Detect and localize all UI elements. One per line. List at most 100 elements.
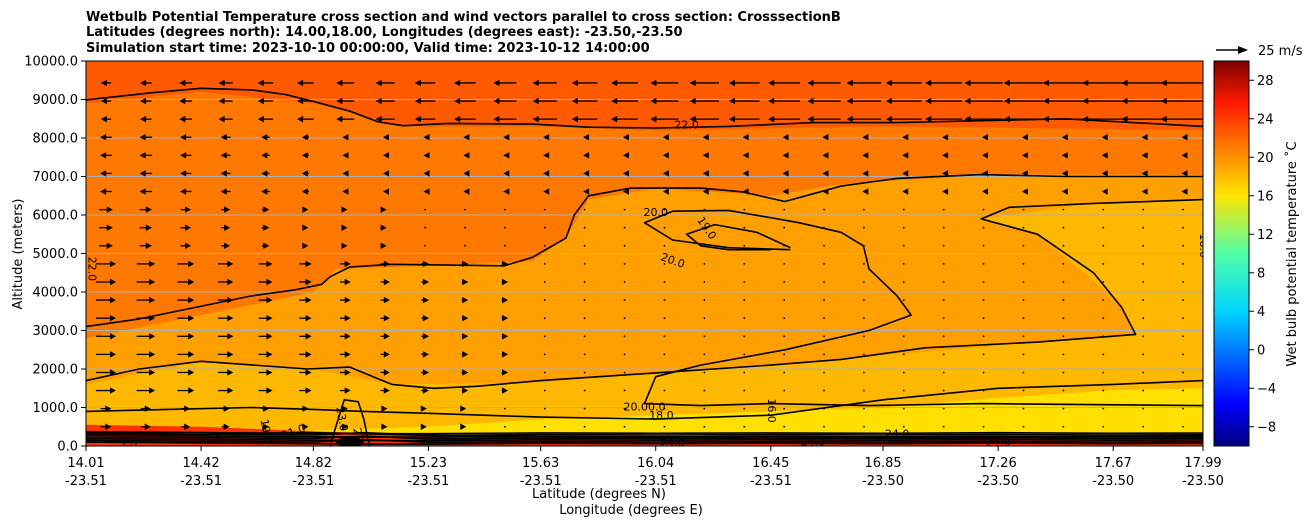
wind-vector-head [266, 278, 273, 286]
wind-vector [623, 208, 626, 211]
wind-vector-head [822, 170, 829, 177]
wind-vector-head [702, 152, 709, 159]
terrain-blob [335, 437, 364, 446]
wind-vector-head [454, 79, 461, 87]
wind-vector-head [782, 152, 789, 159]
wind-vector [1102, 281, 1105, 283]
wind-vector [543, 299, 546, 301]
wind-vector-head [493, 115, 500, 123]
wind-vector [1102, 335, 1105, 338]
wind-vector-head [1042, 115, 1049, 123]
wind-vector [623, 335, 626, 338]
wind-vector-head [1181, 188, 1188, 195]
wind-vector-head [341, 423, 348, 430]
wind-vector-head [422, 260, 429, 268]
wind-vector-head [305, 278, 312, 286]
wind-vector [942, 208, 945, 211]
wind-vector [823, 335, 825, 338]
wind-vector-head [344, 333, 351, 340]
wind-vector [663, 317, 666, 320]
wind-vector-head [336, 79, 343, 87]
contour-label: 18.0 [649, 409, 674, 422]
wind-vector [543, 389, 546, 392]
gridlines [86, 99, 1203, 408]
wind-vector-head [266, 333, 273, 340]
wind-vector [543, 317, 546, 320]
wind-vector-head [543, 134, 550, 141]
contour-label: 16.0 [765, 398, 778, 423]
contour-label: 24.0 [197, 433, 222, 446]
contour-line-5 [86, 379, 1203, 420]
wind-vector [863, 244, 865, 247]
wind-vector-head [1061, 134, 1068, 141]
wind-vector-head [583, 134, 590, 141]
wind-vector [1062, 407, 1065, 410]
wind-vector-head [184, 423, 191, 430]
wind-vector [863, 317, 865, 320]
wind-vector [823, 281, 825, 283]
wind-vector-head [462, 387, 469, 394]
wind-vector-head [140, 97, 147, 105]
colorbar-tick-label: 28 [1257, 74, 1274, 89]
wind-vector [1142, 371, 1145, 374]
wind-vector [1102, 208, 1105, 211]
wind-vector-head [822, 188, 829, 195]
wind-vector [783, 262, 786, 265]
wind-vector [982, 407, 985, 410]
wind-vector-head [383, 134, 390, 141]
wind-vector-head [622, 134, 629, 141]
y-axis: 0.0 1000.0 2000.0 3000.0 4000.0 5000.0 6000.0 7… [24, 55, 86, 455]
wind-vector-head [266, 387, 273, 394]
contour-label: 24.0 [885, 427, 910, 440]
wind-vector-head [981, 152, 988, 159]
wind-vector-head [1061, 170, 1068, 177]
wind-vector-head [184, 206, 191, 213]
wind-vector [743, 425, 746, 428]
surface-contour-2 [86, 437, 1203, 442]
contour-lines [86, 87, 1203, 446]
wind-vector-head [383, 188, 390, 195]
x-tick-label-lon: -23.51 [750, 474, 792, 489]
wind-vector [902, 244, 905, 247]
wind-vector [663, 425, 666, 428]
wind-vector-head [532, 115, 539, 123]
wind-vector-head [414, 79, 421, 87]
wind-vector [902, 317, 905, 320]
wind-vector-head [100, 134, 107, 141]
wind-vector-head [297, 115, 304, 123]
wind-vector-head [149, 314, 156, 322]
wind-vector-head [149, 278, 156, 286]
wind-vector [1022, 226, 1025, 229]
colorbar-label: Wet bulb potential temperature ˚C [1284, 141, 1300, 366]
wind-vector-head [261, 134, 268, 141]
wind-vector [1102, 226, 1105, 229]
wind-vector-head [227, 314, 234, 322]
wind-vector-head [1121, 97, 1128, 105]
contour-label: 24.0 [801, 436, 826, 449]
wind-vector [1022, 299, 1025, 301]
wind-vector [583, 425, 586, 428]
wind-vector [783, 299, 786, 301]
colorbar-tick-label: −8 [1257, 420, 1276, 435]
wind-vector-head [1082, 115, 1089, 123]
wind-vector [1022, 353, 1025, 356]
wind-vector [703, 371, 706, 374]
wind-vector-head [341, 224, 348, 231]
wind-vector-head [218, 79, 225, 87]
y-tick-label: 1000.0 [33, 401, 79, 416]
wind-vector-head [100, 115, 107, 123]
y-tick-label: 8000.0 [33, 132, 79, 147]
wind-vector [942, 407, 945, 410]
wind-vector [503, 425, 506, 428]
wind-vector-head [1061, 152, 1068, 159]
wind-vector [823, 389, 825, 392]
wind-vector [863, 353, 865, 356]
wind-vector-head [768, 79, 775, 87]
wind-vector-head [1082, 97, 1089, 105]
wind-vector-head [543, 170, 550, 177]
wind-vector [1022, 317, 1025, 320]
y-tick-label: 7000.0 [33, 170, 79, 185]
wind-vector-head [100, 188, 107, 195]
wind-vector [1062, 244, 1065, 247]
wind-vector-head [301, 188, 308, 195]
